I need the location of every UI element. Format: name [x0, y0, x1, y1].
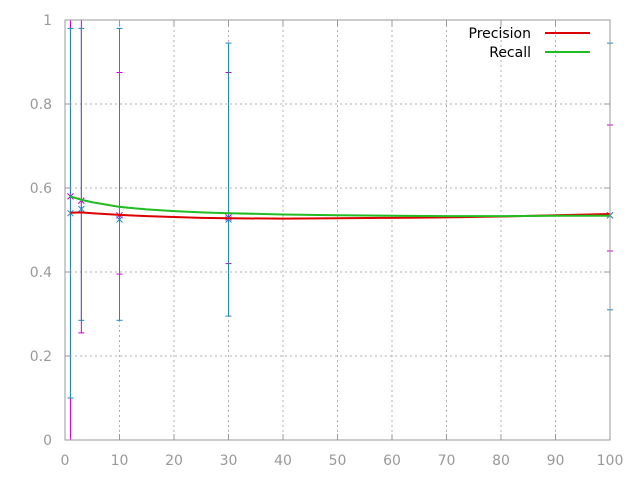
series-lines: [70, 195, 611, 220]
y-tick-label: 0.2: [30, 349, 52, 365]
x-tick-label: 0: [61, 453, 70, 469]
grid: [65, 20, 610, 440]
series-line-recall: [70, 195, 610, 218]
y-tick-label: 1: [43, 13, 52, 29]
legend-label: Recall: [489, 45, 531, 61]
y-tick-label: 0: [43, 433, 52, 449]
x-tick-label: 70: [438, 453, 456, 469]
x-tick-label: 100: [597, 453, 624, 469]
error-bar: [225, 42, 232, 317]
error-bar: [67, 27, 74, 399]
y-tick-label: 0.8: [30, 97, 52, 113]
error-bars: [67, 19, 614, 441]
error-bar-point: [67, 209, 74, 217]
x-tick-label: 20: [165, 453, 183, 469]
legend-label: Precision: [469, 26, 531, 42]
x-tick-label: 80: [492, 453, 510, 469]
y-tick-label: 0.4: [30, 265, 52, 281]
error-bar-point: [77, 205, 85, 213]
legend: Precision Recall: [469, 26, 590, 61]
x-tick-label: 10: [111, 453, 129, 469]
y-axis-ticks: 0 0.2 0.4 0.6 0.8 1: [30, 13, 610, 449]
x-tick-label: 90: [547, 453, 565, 469]
x-tick-label: 40: [274, 453, 292, 469]
x-tick-label: 30: [220, 453, 238, 469]
x-axis-ticks: 0 10 20 30 40 50 60 70 80 90 100: [61, 20, 624, 469]
error-bar: [116, 27, 123, 321]
error-bar: [77, 27, 85, 321]
y-tick-label: 0.6: [30, 181, 52, 197]
error-bar-point: [116, 216, 123, 223]
x-tick-label: 50: [329, 453, 347, 469]
x-tick-label: 60: [383, 453, 401, 469]
